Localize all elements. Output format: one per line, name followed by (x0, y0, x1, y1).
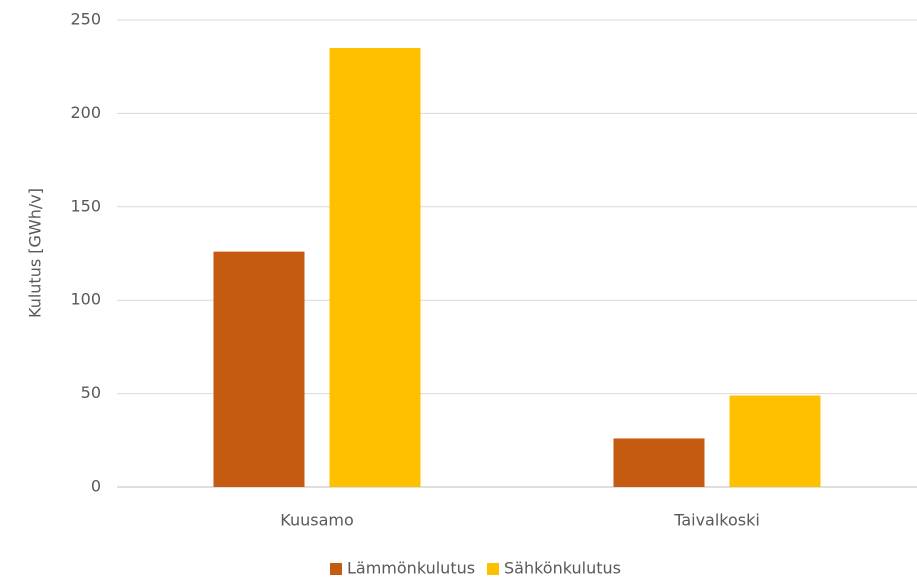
legend-label: Sähkönkulutus (504, 559, 621, 578)
y-axis-label: Kulutus [GWh/v] (26, 188, 45, 318)
x-tick-label: Kuusamo (280, 511, 354, 530)
y-tick-label: 150 (70, 196, 101, 215)
y-tick-label: 100 (70, 290, 101, 309)
legend-swatch (487, 563, 499, 575)
bar (729, 395, 821, 487)
y-tick-label: 250 (70, 10, 101, 29)
y-tick-label: 0 (91, 477, 101, 496)
bar (329, 48, 421, 488)
y-tick-label: 200 (70, 103, 101, 122)
legend-label: Lämmönkulutus (347, 559, 475, 578)
bar (613, 438, 705, 487)
x-tick-label: Taivalkoski (673, 511, 760, 530)
bar (213, 251, 305, 487)
y-tick-label: 50 (81, 383, 101, 402)
legend-swatch (330, 563, 342, 575)
